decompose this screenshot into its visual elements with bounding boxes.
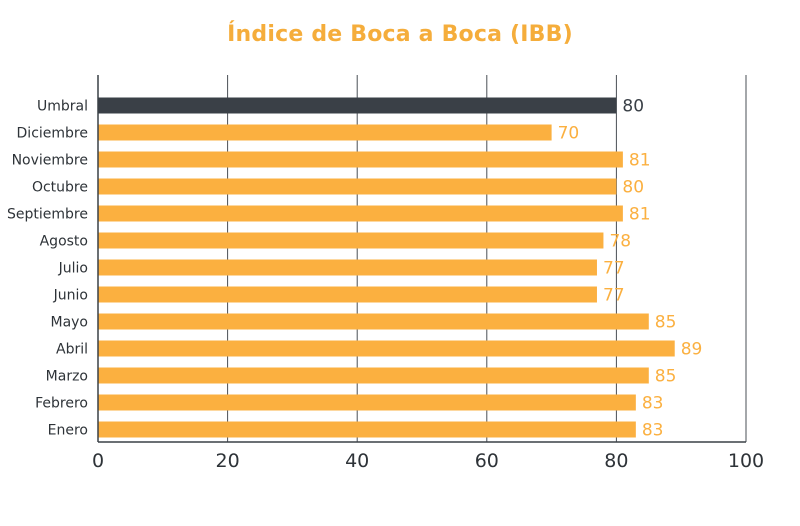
bar-febrero bbox=[98, 394, 636, 411]
x-tick-label-20: 20 bbox=[216, 450, 240, 472]
bar-marzo bbox=[98, 367, 649, 384]
x-tick-label-60: 60 bbox=[475, 450, 499, 472]
bar-junio bbox=[98, 286, 597, 303]
category-label-julio: Julio bbox=[58, 261, 88, 277]
bar-abril bbox=[98, 340, 675, 357]
data-label-febrero: 83 bbox=[642, 394, 664, 414]
data-label-septiembre: 81 bbox=[629, 205, 651, 225]
data-label-diciembre: 70 bbox=[558, 124, 580, 144]
category-label-umbral: Umbral bbox=[37, 99, 88, 115]
bar-enero bbox=[98, 421, 636, 438]
data-label-enero: 83 bbox=[642, 421, 664, 441]
chart-title: Índice de Boca a Boca (IBB) bbox=[227, 22, 573, 47]
data-label-abril: 89 bbox=[681, 340, 703, 360]
bar-septiembre bbox=[98, 205, 623, 222]
bar-octubre bbox=[98, 178, 617, 195]
category-label-noviembre: Noviembre bbox=[12, 153, 88, 169]
bar-agosto bbox=[98, 232, 604, 249]
category-label-abril: Abril bbox=[56, 342, 88, 358]
data-label-umbral: 80 bbox=[622, 97, 644, 117]
category-label-agosto: Agosto bbox=[40, 234, 88, 250]
category-label-septiembre: Septiembre bbox=[7, 207, 88, 223]
bar-diciembre bbox=[98, 124, 552, 141]
bar-julio bbox=[98, 259, 597, 276]
x-tick-label-100: 100 bbox=[728, 450, 764, 472]
category-label-marzo: Marzo bbox=[46, 369, 88, 385]
category-label-febrero: Febrero bbox=[35, 396, 88, 412]
category-label-diciembre: Diciembre bbox=[17, 126, 88, 142]
bar-noviembre bbox=[98, 151, 623, 168]
data-label-octubre: 80 bbox=[622, 178, 644, 198]
bar-mayo bbox=[98, 313, 649, 330]
labels: 0 20 40 60 80 100 Umbral 80 Diciembre 70 Noviembre… bbox=[7, 97, 764, 473]
x-tick-label-0: 0 bbox=[92, 450, 104, 472]
x-tick-label-80: 80 bbox=[604, 450, 628, 472]
data-label-noviembre: 81 bbox=[629, 151, 651, 171]
category-label-enero: Enero bbox=[48, 423, 88, 439]
data-label-junio: 77 bbox=[603, 286, 625, 306]
data-label-marzo: 85 bbox=[655, 367, 677, 387]
data-label-mayo: 85 bbox=[655, 313, 677, 333]
x-tick-label-40: 40 bbox=[345, 450, 369, 472]
category-label-junio: Junio bbox=[53, 288, 88, 304]
axes bbox=[97, 75, 746, 443]
data-label-agosto: 78 bbox=[609, 232, 631, 252]
bars bbox=[98, 97, 675, 438]
data-label-julio: 77 bbox=[603, 259, 625, 279]
category-label-octubre: Octubre bbox=[32, 180, 88, 196]
category-label-mayo: Mayo bbox=[50, 315, 88, 331]
bar-umbral bbox=[98, 97, 617, 114]
